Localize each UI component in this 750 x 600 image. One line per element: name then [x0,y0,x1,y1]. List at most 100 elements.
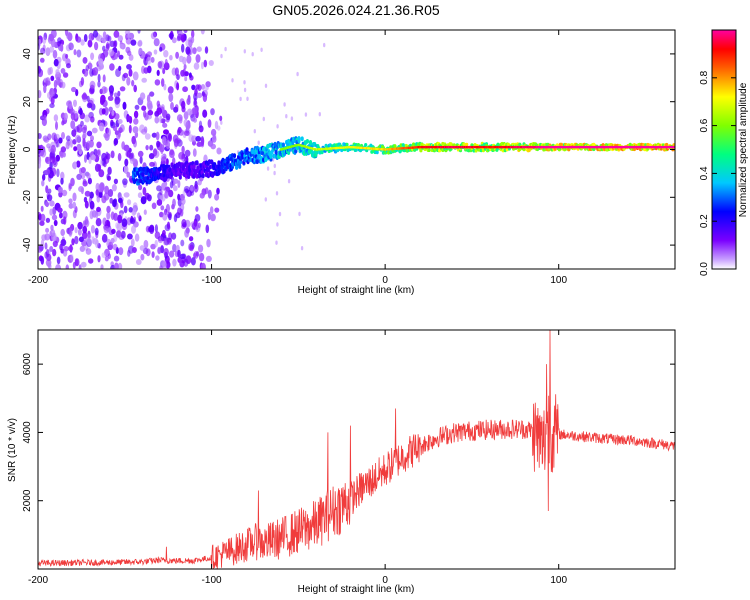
noise-cell [216,147,222,155]
noise-cell [155,131,160,141]
noise-cell [45,47,51,57]
noise-cell [42,174,46,181]
noise-cell [251,52,254,57]
noise-cell [154,224,158,233]
noise-cell [118,247,124,256]
noise-cell [38,156,42,164]
spectral-cell [238,164,242,169]
noise-cell [86,130,93,137]
noise-cell [68,198,73,204]
x-tick-label: -200 [28,575,48,586]
noise-cell [132,71,139,81]
noise-cell [117,119,123,124]
noise-cell [253,129,256,134]
noise-cell [149,91,155,97]
noise-cell [38,66,42,74]
noise-cell [43,114,47,122]
noise-cell [139,92,146,100]
noise-cell [188,72,192,78]
noise-cell [110,150,115,159]
noise-cell [151,251,155,258]
noise-cell [207,119,212,128]
noise-cell [90,224,95,234]
noise-cell [198,120,203,129]
noise-cell [58,191,63,198]
noise-cell [102,217,107,226]
noise-cell [43,84,47,94]
noise-cell [96,149,101,156]
noise-cell [123,144,130,152]
noise-cell [141,65,146,74]
noise-cell [180,239,185,247]
noise-cell [146,51,152,57]
noise-cell [157,61,163,69]
spectral-cell [427,148,431,152]
noise-cell [177,33,183,41]
noise-cell [165,132,171,141]
noise-cell [191,135,198,143]
noise-cell [101,252,107,259]
noise-cell [150,56,155,63]
noise-cell [172,185,178,192]
noise-cell [163,237,167,246]
noise-cell [78,236,84,243]
noise-cell [204,46,209,54]
noise-cell [141,128,148,135]
noise-cell [65,264,69,269]
noise-cell [52,49,58,59]
noise-cell [173,178,179,184]
noise-cell [183,130,190,136]
noise-cell [156,107,163,115]
noise-cell [278,211,282,217]
spectral-cell [559,142,564,147]
noise-cell [93,148,98,156]
noise-cell [119,43,124,49]
noise-cell [139,245,145,251]
noise-cell [118,197,123,204]
noise-cell [78,264,82,269]
noise-cell [145,248,151,257]
noise-cell [119,86,126,92]
noise-cell [145,145,149,151]
noise-cell [243,49,246,54]
noise-cell [116,131,121,140]
noise-cell [172,258,177,267]
noise-cell [82,180,88,187]
spectral-cell [245,147,249,153]
noise-cell [194,88,198,97]
noise-cell [130,39,137,46]
noise-cell [40,213,46,222]
noise-cell [46,194,53,202]
noise-cell [40,148,47,158]
noise-cell [175,51,180,59]
noise-cell [109,197,113,204]
noise-cell [243,87,247,93]
noise-cell [71,86,77,93]
noise-cell [61,189,68,197]
noise-cell [92,30,99,38]
y-tick-label: -20 [22,190,33,205]
noise-cell [50,91,55,97]
noise-cell [283,102,286,107]
noise-cell [165,140,170,150]
spectrogram-x-axis-label: Height of straight line (km) [298,285,415,296]
noise-cell [193,100,198,108]
noise-cell [91,236,95,244]
noise-cell [76,173,82,180]
noise-cell [68,228,73,237]
noise-cell [126,171,131,178]
noise-cell [60,177,64,185]
noise-cell [154,79,161,86]
noise-cell [132,157,136,163]
noise-cell [79,167,82,175]
noise-cell [131,79,135,87]
spectral-cell [239,159,243,165]
noise-cell [208,60,214,66]
noise-cell [121,218,128,228]
noise-cell [214,193,220,201]
spectral-cell [273,141,277,147]
noise-cell [40,57,45,63]
noise-cell [91,154,96,161]
colorbar-label: Normalized spectral amplitude [738,82,749,217]
noise-cell [101,152,107,162]
